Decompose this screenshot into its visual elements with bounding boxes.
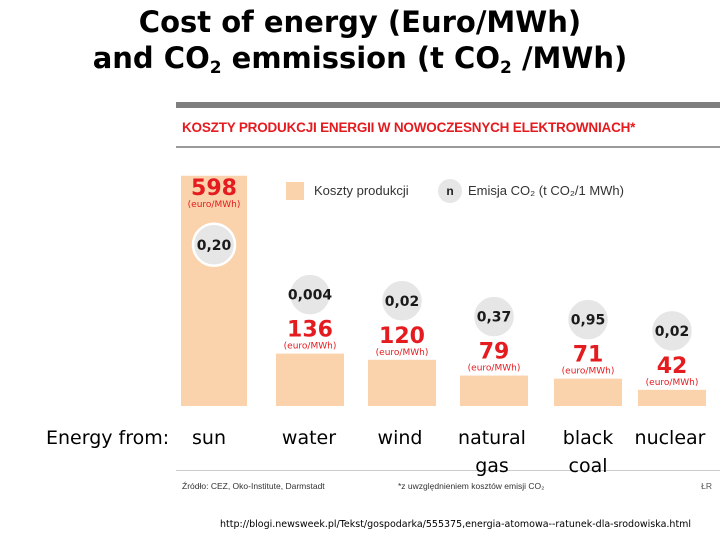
legend-cost-swatch (286, 182, 304, 200)
energy-label-line: wind (377, 427, 423, 449)
co2-value-label: 0,004 (288, 288, 333, 304)
energy-label-water: water (282, 424, 336, 452)
bar-water (276, 353, 344, 406)
source-divider (176, 470, 720, 471)
legend-cost-label: Koszty produkcji (314, 183, 409, 198)
energy-label-black-coal: black coal (563, 424, 613, 480)
cost-value-label: 79 (479, 340, 510, 365)
legend-co2-bubble-icon: n (438, 179, 462, 203)
co2-bubble-wind (379, 278, 425, 324)
cost-unit-label: (euro/MWh) (284, 342, 337, 352)
slide-title: Cost of energy (Euro/MWh) and CO2 emmiss… (0, 4, 720, 78)
cost-unit-label: (euro/MWh) (376, 348, 429, 358)
energy-label-wind: wind (378, 424, 423, 452)
chart-heading: KOSZTY PRODUKCJI ENERGII W NOWOCZESNYCH … (182, 120, 636, 135)
bar-chart: 598(euro/MWh)0,20136(euro/MWh)0,004120(e… (181, 175, 706, 406)
cost-unit-label: (euro/MWh) (562, 367, 615, 377)
energy-label-line: gas (475, 455, 509, 477)
title-line-2-start: and CO (92, 41, 210, 75)
top-rule (176, 102, 720, 108)
co2-value-label: 0,02 (655, 324, 690, 340)
co2-value-label: 0,95 (571, 313, 606, 329)
cost-unit-label: (euro/MWh) (188, 200, 241, 210)
co2-bubble-black-coal (565, 297, 611, 342)
energy-label-line: coal (568, 455, 608, 477)
energy-label-line: sun (192, 427, 226, 449)
cost-value-label: 598 (191, 176, 237, 201)
cost-unit-label: (euro/MWh) (646, 378, 699, 388)
co2-value-label: 0,37 (477, 310, 512, 326)
energy-label-line: water (281, 427, 337, 449)
cost-unit-label: (euro/MWh) (468, 364, 521, 374)
co2-bubble-nuclear (649, 308, 695, 354)
co2-subscript: 2 (500, 58, 512, 78)
author-tag: ŁR (701, 481, 712, 491)
co2-bubble-water (287, 272, 333, 317)
energy-source-labels: Energy from: sun water wind natural gas … (0, 424, 720, 484)
energy-label-nuclear: nuclear (635, 424, 706, 452)
energy-label-line: nuclear (634, 427, 706, 449)
cost-value-label: 71 (573, 343, 604, 368)
title-line-1: Cost of energy (Euro/MWh) (138, 5, 582, 39)
heading-rule (176, 146, 720, 148)
infographic-image: KOSZTY PRODUKCJI ENERGII W NOWOCZESNYCH … (176, 102, 720, 500)
co2-value-label: 0,20 (197, 238, 232, 254)
co2-value-label: 0,02 (385, 294, 420, 310)
cost-value-label: 136 (287, 318, 333, 343)
co2-bubble-sun (191, 222, 237, 268)
title-line-2-middle: emmission (t CO (221, 41, 500, 75)
source-note: Źródło: CEZ, Oko-Institute, Darmstadt (182, 481, 325, 491)
title-line-2: and CO2 emmission (t CO2 /MWh) (0, 40, 720, 78)
footnote: *z uwzględnieniem kosztów emisji CO₂ (398, 481, 545, 491)
bar-nuclear (638, 389, 706, 406)
bar-sun (181, 175, 247, 406)
energy-from-label: Energy from: (46, 427, 170, 449)
co2-bubble-natural-gas (471, 294, 517, 339)
cost-value-label: 120 (379, 324, 425, 349)
title-line-2-end: /MWh) (511, 41, 628, 75)
bar-black-coal (554, 378, 622, 406)
cost-value-label: 42 (657, 354, 688, 379)
legend-co2-label: Emisja CO₂ (t CO₂/1 MWh) (468, 183, 624, 198)
energy-label-line: natural (458, 427, 526, 449)
energy-label-line: black (562, 427, 614, 449)
source-url: http://blogi.newsweek.pl/Tekst/gospodark… (220, 519, 692, 530)
bar-wind (368, 359, 436, 406)
energy-label-natural-gas: natural gas (458, 424, 526, 480)
bar-natural-gas (460, 375, 528, 406)
co2-subscript: 2 (209, 58, 222, 78)
energy-label-sun: sun (192, 424, 226, 452)
